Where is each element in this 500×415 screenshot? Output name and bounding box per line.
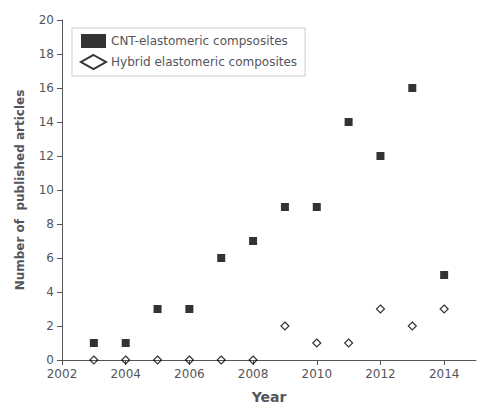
svg-text:14: 14	[39, 115, 54, 129]
svg-text:12: 12	[39, 149, 54, 163]
svg-text:10: 10	[39, 183, 54, 197]
svg-text:4: 4	[46, 285, 54, 299]
svg-text:Number of published articles: Number of published articles	[13, 90, 27, 291]
svg-text:6: 6	[46, 251, 54, 265]
svg-text:2014: 2014	[429, 367, 460, 381]
svg-text:Hybrid elastomeric composites: Hybrid elastomeric composites	[111, 55, 297, 69]
svg-text:16: 16	[39, 81, 54, 95]
svg-text:2006: 2006	[174, 367, 205, 381]
svg-text:0: 0	[46, 353, 54, 367]
svg-text:2002: 2002	[47, 367, 78, 381]
svg-text:CNT-elastomeric compsosites: CNT-elastomeric compsosites	[111, 34, 288, 48]
svg-text:8: 8	[46, 217, 54, 231]
svg-text:2: 2	[46, 319, 54, 333]
svg-text:2004: 2004	[110, 367, 141, 381]
svg-text:18: 18	[39, 47, 54, 61]
svg-text:2012: 2012	[365, 367, 396, 381]
svg-text:2008: 2008	[238, 367, 269, 381]
svg-text:Year: Year	[251, 389, 287, 405]
svg-text:2010: 2010	[301, 367, 332, 381]
svg-text:20: 20	[39, 13, 54, 27]
